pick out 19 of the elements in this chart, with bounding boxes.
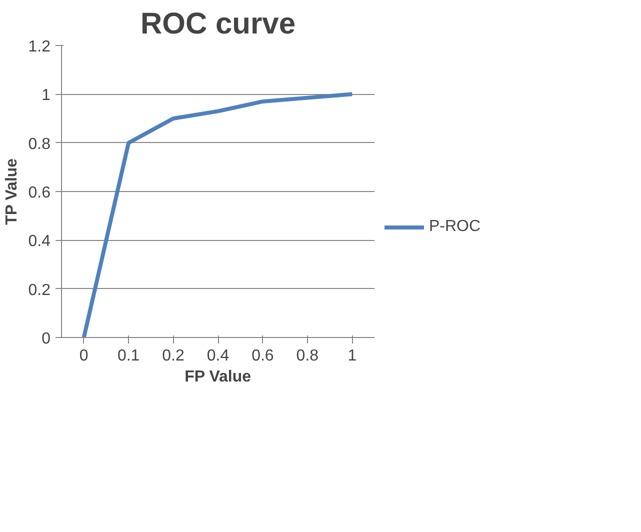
legend-label: P-ROC <box>429 218 481 236</box>
x-tick-label: 0.1 <box>117 348 140 364</box>
x-axis-title: FP Value <box>184 368 252 386</box>
line-series <box>82 92 354 338</box>
y-axis-title: TP Value <box>3 158 20 225</box>
x-tick-label: 0.4 <box>206 348 230 364</box>
x-tick-label: 0.8 <box>296 348 319 364</box>
x-tick-label: 0.6 <box>252 348 274 364</box>
x-tick-label: 1 <box>348 348 357 364</box>
y-tick-label: 1.2 <box>28 38 51 56</box>
y-tick-label: 0.8 <box>28 136 51 153</box>
y-tick-label: 0.4 <box>28 233 51 250</box>
y-tick-label: 0.6 <box>28 184 51 202</box>
y-tick-label: 0 <box>42 330 51 348</box>
chart-title: ROC curve <box>140 8 296 40</box>
y-tick-label: 0.2 <box>28 282 51 299</box>
y-tick-label: 1 <box>42 87 51 104</box>
x-tick-label: 0 <box>79 348 88 364</box>
x-tick-label: 0.2 <box>162 348 185 364</box>
